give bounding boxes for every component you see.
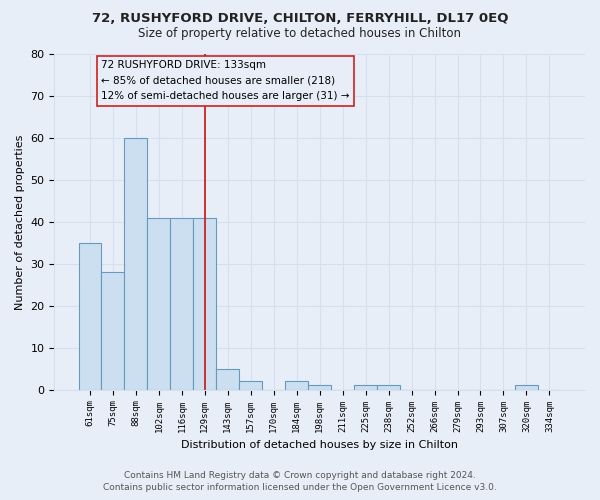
Bar	[148, 218, 170, 390]
Bar	[377, 386, 400, 390]
Text: Contains HM Land Registry data © Crown copyright and database right 2024.
Contai: Contains HM Land Registry data © Crown c…	[103, 471, 497, 492]
Bar	[239, 382, 262, 390]
Text: Size of property relative to detached houses in Chilton: Size of property relative to detached ho…	[139, 28, 461, 40]
Bar	[217, 368, 239, 390]
Bar	[193, 218, 217, 390]
Bar	[515, 386, 538, 390]
Bar	[124, 138, 148, 390]
Bar	[308, 386, 331, 390]
Bar	[79, 243, 101, 390]
X-axis label: Distribution of detached houses by size in Chilton: Distribution of detached houses by size …	[181, 440, 458, 450]
Bar	[170, 218, 193, 390]
Text: 72 RUSHYFORD DRIVE: 133sqm
← 85% of detached houses are smaller (218)
12% of sem: 72 RUSHYFORD DRIVE: 133sqm ← 85% of deta…	[101, 60, 350, 102]
Bar	[101, 272, 124, 390]
Text: 72, RUSHYFORD DRIVE, CHILTON, FERRYHILL, DL17 0EQ: 72, RUSHYFORD DRIVE, CHILTON, FERRYHILL,…	[92, 12, 508, 26]
Bar	[354, 386, 377, 390]
Y-axis label: Number of detached properties: Number of detached properties	[15, 134, 25, 310]
Bar	[285, 382, 308, 390]
